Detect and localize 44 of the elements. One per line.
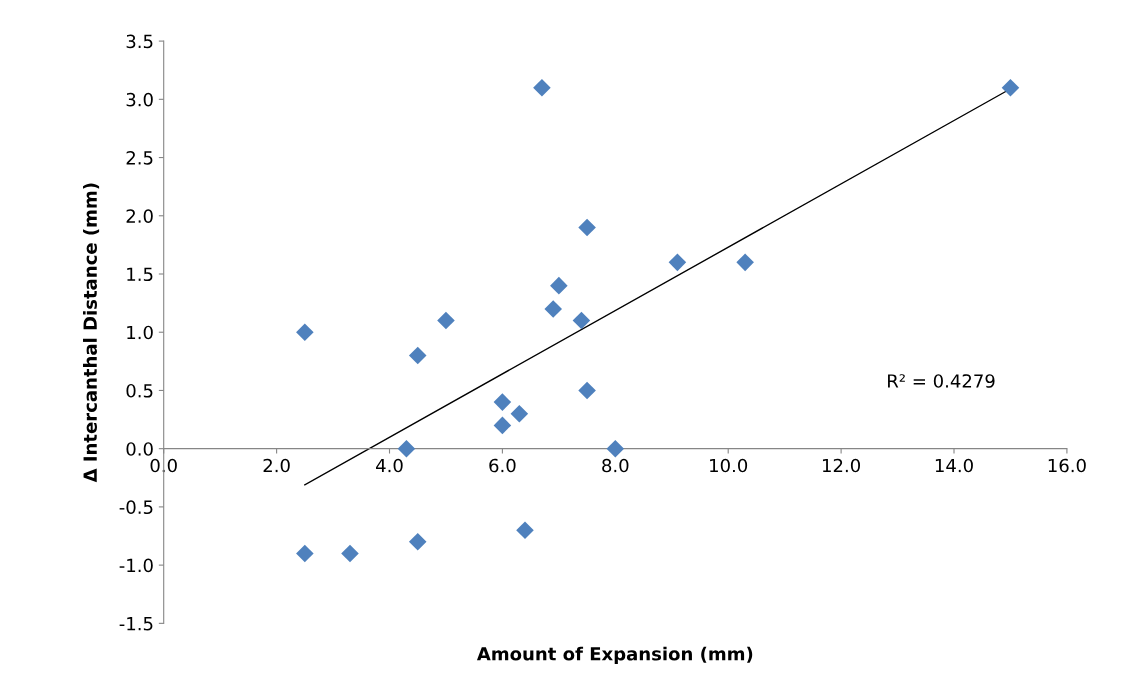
x-tick-label: 4.0 (376, 458, 403, 473)
y-axis-title: Δ Intercanthal Distance (mm) (83, 183, 100, 483)
x-tick-label: 10.0 (710, 458, 748, 473)
x-tick-label: 16.0 (1048, 458, 1086, 473)
point (493, 416, 512, 435)
point (493, 393, 512, 411)
point (408, 533, 427, 551)
y-tick-label: 3.0 (126, 92, 153, 107)
y-tick-label: 2.0 (126, 209, 153, 223)
y-tick-label: 2.5 (126, 151, 153, 165)
point (437, 311, 455, 330)
x-tick-label: 2.0 (263, 458, 290, 473)
annotation: R² = 0.4279 (888, 374, 995, 388)
point (1001, 78, 1020, 97)
y-tick-label: -1.0 (119, 558, 153, 573)
point (510, 404, 529, 423)
point (408, 346, 427, 365)
x-tick-label: 8.0 (602, 458, 629, 473)
y-tick-label: 1.5 (127, 267, 153, 282)
point (668, 253, 687, 272)
point (533, 78, 551, 97)
point (296, 544, 314, 563)
point (736, 253, 754, 272)
point (397, 439, 416, 458)
x-tick-label: 12.0 (822, 458, 861, 473)
point (606, 439, 625, 458)
y-tick-label: 0.0 (126, 442, 153, 456)
x-tick-label: 14.0 (935, 458, 973, 473)
y-tick-label: -0.5 (119, 500, 153, 515)
y-tick-label: 3.5 (126, 34, 153, 49)
point (550, 276, 568, 295)
x-tick-label: 6.0 (489, 458, 516, 473)
point (296, 323, 314, 342)
y-tick-label: 1.0 (127, 325, 153, 340)
point (578, 218, 596, 237)
point (572, 311, 591, 330)
x-axis-title: Amount of Expansion (mm) (476, 646, 753, 665)
point (516, 521, 534, 539)
x-tick-label: 0.0 (150, 458, 177, 473)
y-tick-label: -1.5 (119, 617, 153, 631)
y-tick-label: 0.5 (126, 383, 153, 398)
point (341, 544, 359, 563)
point (544, 300, 562, 318)
point (578, 381, 596, 400)
